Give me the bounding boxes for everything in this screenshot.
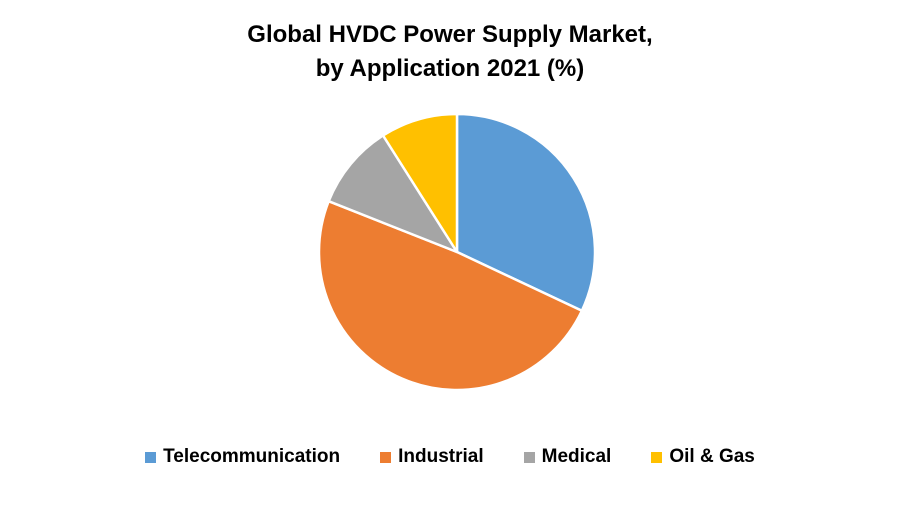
chart-title-line-1: Global HVDC Power Supply Market, <box>247 21 653 48</box>
legend-swatch-oil-gas <box>651 451 663 463</box>
pie-slice-industrial <box>317 199 584 392</box>
legend-label-medical: Medical <box>541 446 612 467</box>
legend-item-industrial: Industrial <box>380 446 484 468</box>
legend-item-medical: Medical <box>523 446 612 468</box>
legend-item-telecommunication: Telecommunication <box>145 446 340 468</box>
legend-label-oil-gas: Oil & Gas <box>669 446 755 467</box>
pie-slice-oil-gas <box>381 112 459 254</box>
chart-legend: Telecommunication Industrial Medical Oil… <box>0 446 900 468</box>
pie-slice-medical <box>327 134 459 254</box>
legend-label-industrial: Industrial <box>398 446 484 467</box>
legend-swatch-medical <box>523 451 535 463</box>
chart-title: Global HVDC Power Supply Market, by Appl… <box>0 18 900 86</box>
legend-swatch-industrial <box>380 451 392 463</box>
legend-swatch-telecommunication <box>145 451 157 463</box>
legend-item-oil-gas: Oil & Gas <box>651 446 755 468</box>
legend-label-telecommunication: Telecommunication <box>163 446 341 467</box>
pie-slice-telecommunication <box>455 112 597 313</box>
chart-title-line-2: by Application 2021 (%) <box>315 55 585 82</box>
